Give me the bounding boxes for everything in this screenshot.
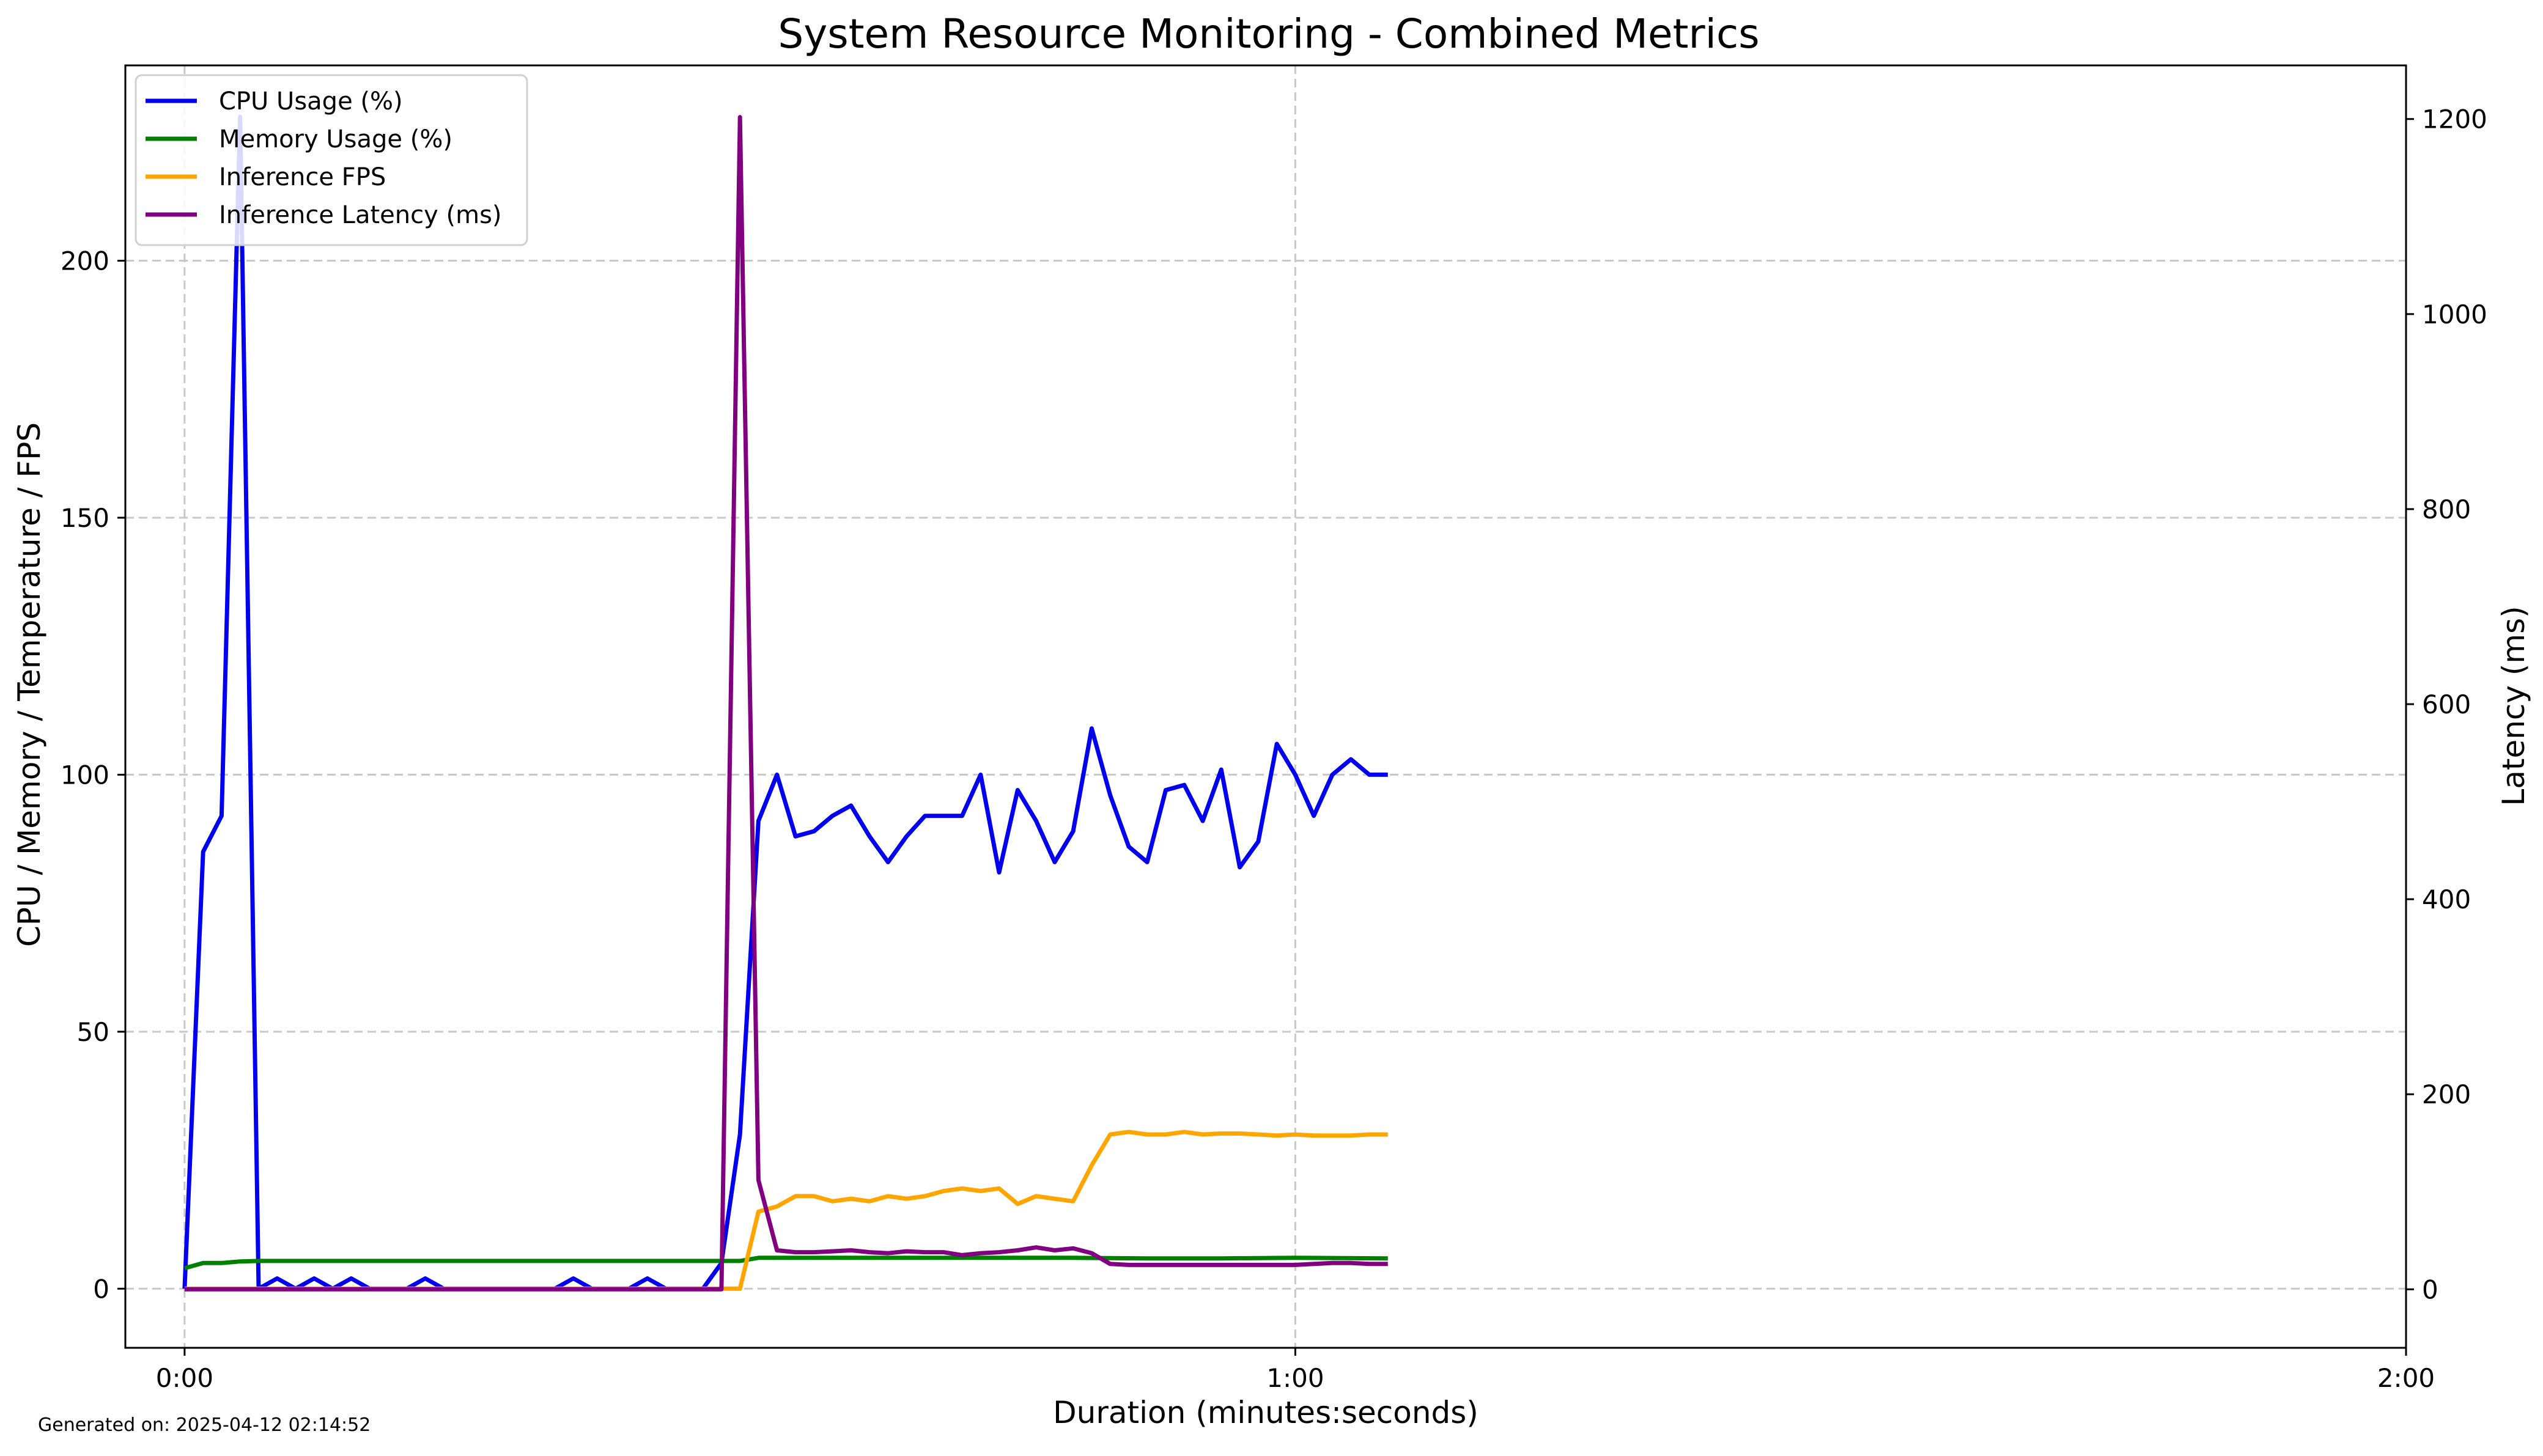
legend-label-4: Inference Latency (ms) xyxy=(219,201,502,229)
y-tick-label-2: 100 xyxy=(61,760,109,790)
series-line-3 xyxy=(184,1130,1388,1291)
grid xyxy=(125,65,2407,1348)
series-line-4 xyxy=(184,115,1388,1292)
legend-label-3: Inference FPS xyxy=(219,163,386,191)
legend-label-2: Memory Usage (%) xyxy=(219,125,452,153)
x-tick-label-2: 2:00 xyxy=(2377,1363,2435,1393)
y2-tick-label-2: 400 xyxy=(2422,884,2471,914)
x-tick-label-1: 1:00 xyxy=(1266,1363,1324,1393)
y2-tick-label-1: 200 xyxy=(2422,1079,2471,1109)
y-tick-label-0: 0 xyxy=(93,1274,109,1304)
y2-tick-label-0: 0 xyxy=(2422,1274,2438,1304)
series-line-2 xyxy=(183,1256,1388,1271)
legend-box xyxy=(135,74,528,246)
y-tick-label-3: 150 xyxy=(61,503,109,533)
y2-axis-label: Latency (ms) xyxy=(2496,606,2531,806)
series-line-1 xyxy=(182,114,1388,1291)
axes: 0:00 1:00 2:00 0 50 100 150 200 0 200 400 600 800 100… xyxy=(61,64,2487,1393)
y-tick-label-1: 50 xyxy=(77,1017,109,1047)
plot-frame xyxy=(124,64,2407,1349)
x-tick-label-0: 0:00 xyxy=(156,1363,213,1393)
y2-tick-label-4: 800 xyxy=(2422,495,2471,524)
generated-on-note: Generated on: 2025-04-12 02:14:52 xyxy=(38,1414,371,1436)
series-layer xyxy=(182,114,1388,1292)
y-axis-label: CPU / Memory / Temperature / FPS xyxy=(12,422,47,947)
y2-tick-label-6: 1200 xyxy=(2422,105,2487,134)
legend-label-1: CPU Usage (%) xyxy=(219,87,403,116)
x-axis-label: Duration (minutes:seconds) xyxy=(1053,1395,1478,1430)
y-tick-label-4: 200 xyxy=(61,246,109,276)
y2-tick-label-3: 600 xyxy=(2422,689,2471,719)
chart-title: System Resource Monitoring - Combined Me… xyxy=(778,10,1759,57)
legend: CPU Usage (%) Memory Usage (%) Inference F… xyxy=(135,74,528,246)
y2-tick-label-5: 1000 xyxy=(2422,300,2487,329)
